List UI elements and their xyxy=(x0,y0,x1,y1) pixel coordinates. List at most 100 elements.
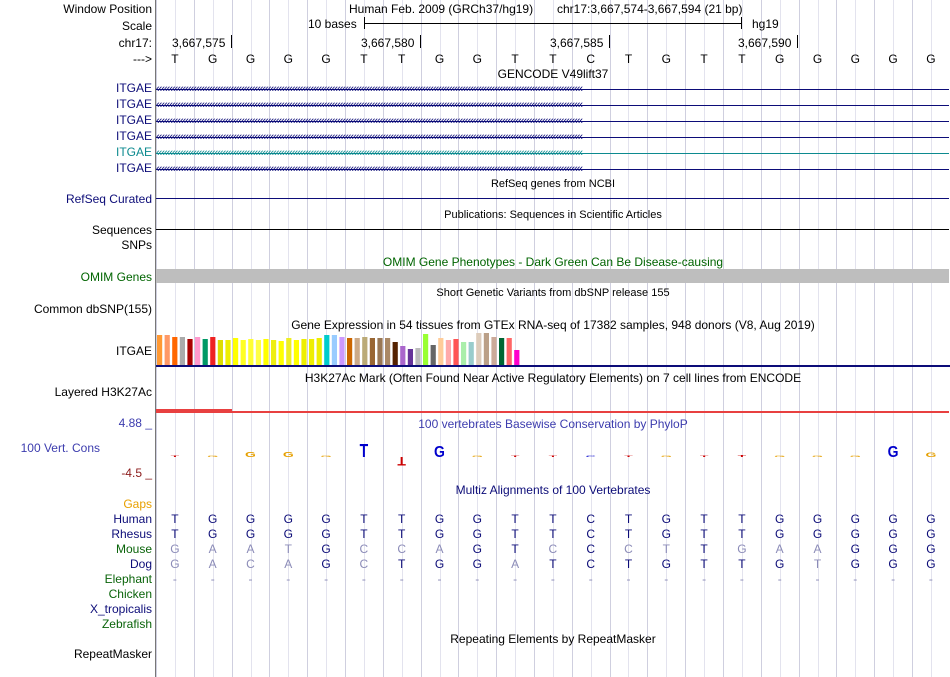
gtex-tissue-bar[interactable] xyxy=(210,337,216,365)
alignment-base: G xyxy=(434,557,445,571)
gtex-tissue-bar[interactable] xyxy=(483,333,489,365)
gtex-tissue-bar[interactable] xyxy=(179,337,185,365)
phylop-track-label[interactable]: 100 Vert. Cons xyxy=(20,441,100,455)
gtex-tissue-bar[interactable] xyxy=(225,340,231,365)
gtex-tissue-bar[interactable] xyxy=(278,341,284,365)
gtex-tissue-bar[interactable] xyxy=(164,335,170,365)
sequences-line[interactable] xyxy=(156,229,949,230)
ruler-tick xyxy=(609,35,610,48)
gtex-tissue-bar[interactable] xyxy=(438,338,444,365)
gtex-tissue-bar[interactable] xyxy=(385,338,391,365)
phylop-base-mark: G xyxy=(850,455,861,457)
gtex-tissue-bar[interactable] xyxy=(316,338,322,365)
alignment-base: T xyxy=(171,527,179,541)
gtex-tissue-bar[interactable] xyxy=(377,338,383,365)
gtex-tissue-bar[interactable] xyxy=(369,338,375,365)
gtex-tissue-bar[interactable] xyxy=(286,338,292,365)
common-dbsnp-label[interactable]: Common dbSNP(155) xyxy=(33,302,152,316)
gencode-transcript-label[interactable]: ITGAE xyxy=(115,97,152,111)
gtex-tissue-bar[interactable] xyxy=(347,338,353,365)
gtex-tissue-bar[interactable] xyxy=(187,339,193,365)
gencode-transcript-label[interactable]: ITGAE xyxy=(115,145,152,159)
species-label[interactable]: Chicken xyxy=(108,587,152,601)
alignment-base: - xyxy=(210,572,215,586)
sequences-label[interactable]: Sequences xyxy=(91,223,152,237)
gtex-tissue-bar[interactable] xyxy=(195,337,201,365)
repeatmasker-label[interactable]: RepeatMasker xyxy=(73,647,152,661)
gencode-transcript-feature[interactable]: ‹‹‹‹‹‹‹‹‹‹‹‹‹‹‹‹‹‹‹‹‹‹‹‹‹‹‹‹‹‹‹‹‹‹‹‹‹‹‹‹… xyxy=(156,84,949,94)
gencode-transcript-feature[interactable]: ‹‹‹‹‹‹‹‹‹‹‹‹‹‹‹‹‹‹‹‹‹‹‹‹‹‹‹‹‹‹‹‹‹‹‹‹‹‹‹‹… xyxy=(156,116,949,126)
gencode-transcript-feature[interactable]: ‹‹‹‹‹‹‹‹‹‹‹‹‹‹‹‹‹‹‹‹‹‹‹‹‹‹‹‹‹‹‹‹‹‹‹‹‹‹‹‹… xyxy=(156,148,949,158)
gaps-label[interactable]: Gaps xyxy=(123,497,152,511)
omim-label[interactable]: OMIM Genes xyxy=(80,270,152,284)
gtex-tissue-bar[interactable] xyxy=(468,342,474,365)
alignment-base: C xyxy=(359,542,369,556)
dbsnp-track-title: Short Genetic Variants from dbSNP releas… xyxy=(436,287,670,299)
gtex-tissue-bar[interactable] xyxy=(301,339,307,365)
gtex-tissue-bar[interactable] xyxy=(339,337,345,365)
gtex-tissue-bar[interactable] xyxy=(217,340,223,365)
refseq-label[interactable]: RefSeq Curated xyxy=(65,192,152,206)
gencode-transcript-feature[interactable]: ‹‹‹‹‹‹‹‹‹‹‹‹‹‹‹‹‹‹‹‹‹‹‹‹‹‹‹‹‹‹‹‹‹‹‹‹‹‹‹‹… xyxy=(156,164,949,174)
snps-label[interactable]: SNPs xyxy=(121,238,152,252)
species-label[interactable]: Human xyxy=(113,512,152,526)
gtex-tissue-bar[interactable] xyxy=(240,340,246,365)
gtex-tissue-bar[interactable] xyxy=(407,349,413,365)
gtex-tissue-bar[interactable] xyxy=(331,335,337,365)
alignment-base: G xyxy=(208,512,218,526)
gtex-bar-chart[interactable] xyxy=(156,330,950,368)
gtex-tissue-bar[interactable] xyxy=(499,338,505,365)
gtex-tissue-bar[interactable] xyxy=(293,340,299,365)
gencode-transcript-label[interactable]: ITGAE xyxy=(115,81,152,95)
gtex-tissue-bar[interactable] xyxy=(506,338,512,365)
species-label[interactable]: Elephant xyxy=(104,572,152,586)
gtex-tissue-bar[interactable] xyxy=(157,335,163,365)
gtex-tissue-bar[interactable] xyxy=(415,348,421,365)
gencode-transcript-label[interactable]: ITGAE xyxy=(115,113,152,127)
gtex-tissue-bar[interactable] xyxy=(423,334,429,365)
gtex-tissue-bar[interactable] xyxy=(400,346,406,365)
h3k27ac-label[interactable]: Layered H3K27Ac xyxy=(54,385,152,399)
gencode-transcript-feature[interactable]: ‹‹‹‹‹‹‹‹‹‹‹‹‹‹‹‹‹‹‹‹‹‹‹‹‹‹‹‹‹‹‹‹‹‹‹‹‹‹‹‹… xyxy=(156,100,949,110)
gtex-tissue-bar[interactable] xyxy=(309,339,315,365)
gtex-tissue-bar[interactable] xyxy=(233,338,239,365)
gtex-gene-label[interactable]: ITGAE xyxy=(115,344,152,358)
species-label[interactable]: Dog xyxy=(129,557,152,571)
alignment-base: T xyxy=(549,557,557,571)
gtex-tissue-bar[interactable] xyxy=(392,342,398,365)
gtex-tissue-bar[interactable] xyxy=(263,339,269,365)
omim-gene-bar[interactable] xyxy=(156,269,949,283)
species-label[interactable]: Zebrafish xyxy=(101,617,152,631)
gtex-tissue-bar[interactable] xyxy=(255,340,261,365)
gtex-tissue-bar[interactable] xyxy=(476,333,482,365)
gtex-tissue-bar[interactable] xyxy=(271,340,277,365)
strand-arrows-icon: ‹‹‹‹‹‹‹‹‹‹‹‹‹‹‹‹‹‹‹‹‹‹‹‹‹‹‹‹‹‹‹‹‹‹‹‹‹‹‹‹… xyxy=(156,84,583,94)
alignment-base: T xyxy=(738,512,746,526)
gtex-tissue-bar[interactable] xyxy=(324,335,330,365)
phylop-base-mark: C xyxy=(586,455,596,457)
gencode-transcript-feature[interactable]: ‹‹‹‹‹‹‹‹‹‹‹‹‹‹‹‹‹‹‹‹‹‹‹‹‹‹‹‹‹‹‹‹‹‹‹‹‹‹‹‹… xyxy=(156,132,949,142)
h3k27ac-signal[interactable] xyxy=(156,409,232,411)
species-label[interactable]: Mouse xyxy=(115,542,152,556)
gtex-tissue-bar[interactable] xyxy=(202,339,208,365)
refseq-gene-line[interactable] xyxy=(156,198,949,199)
h3k27ac-track-title: H3K27Ac Mark (Often Found Near Active Re… xyxy=(304,371,802,385)
gtex-tissue-bar[interactable] xyxy=(354,338,360,365)
gtex-tissue-bar[interactable] xyxy=(248,339,254,365)
gencode-transcript-label[interactable]: ITGAE xyxy=(115,161,152,175)
gtex-tissue-bar[interactable] xyxy=(445,340,451,365)
species-label[interactable]: Rhesus xyxy=(111,527,152,541)
gtex-tissue-bar[interactable] xyxy=(491,337,497,365)
gtex-tissue-bar[interactable] xyxy=(430,345,436,365)
scale-bar xyxy=(364,23,742,24)
alignment-base: G xyxy=(283,527,293,541)
species-label[interactable]: X_tropicalis xyxy=(89,602,152,616)
gtex-tissue-bar[interactable] xyxy=(453,339,459,365)
gtex-tissue-bar[interactable] xyxy=(172,337,178,365)
gtex-tissue-bar[interactable] xyxy=(461,342,467,365)
gencode-transcript-label[interactable]: ITGAE xyxy=(115,129,152,143)
gtex-tissue-bar[interactable] xyxy=(362,337,368,365)
gtex-tissue-bar[interactable] xyxy=(514,350,520,365)
phylop-logo[interactable]: T G G G G T TG G T T C T G T T G G G G G xyxy=(156,440,950,470)
